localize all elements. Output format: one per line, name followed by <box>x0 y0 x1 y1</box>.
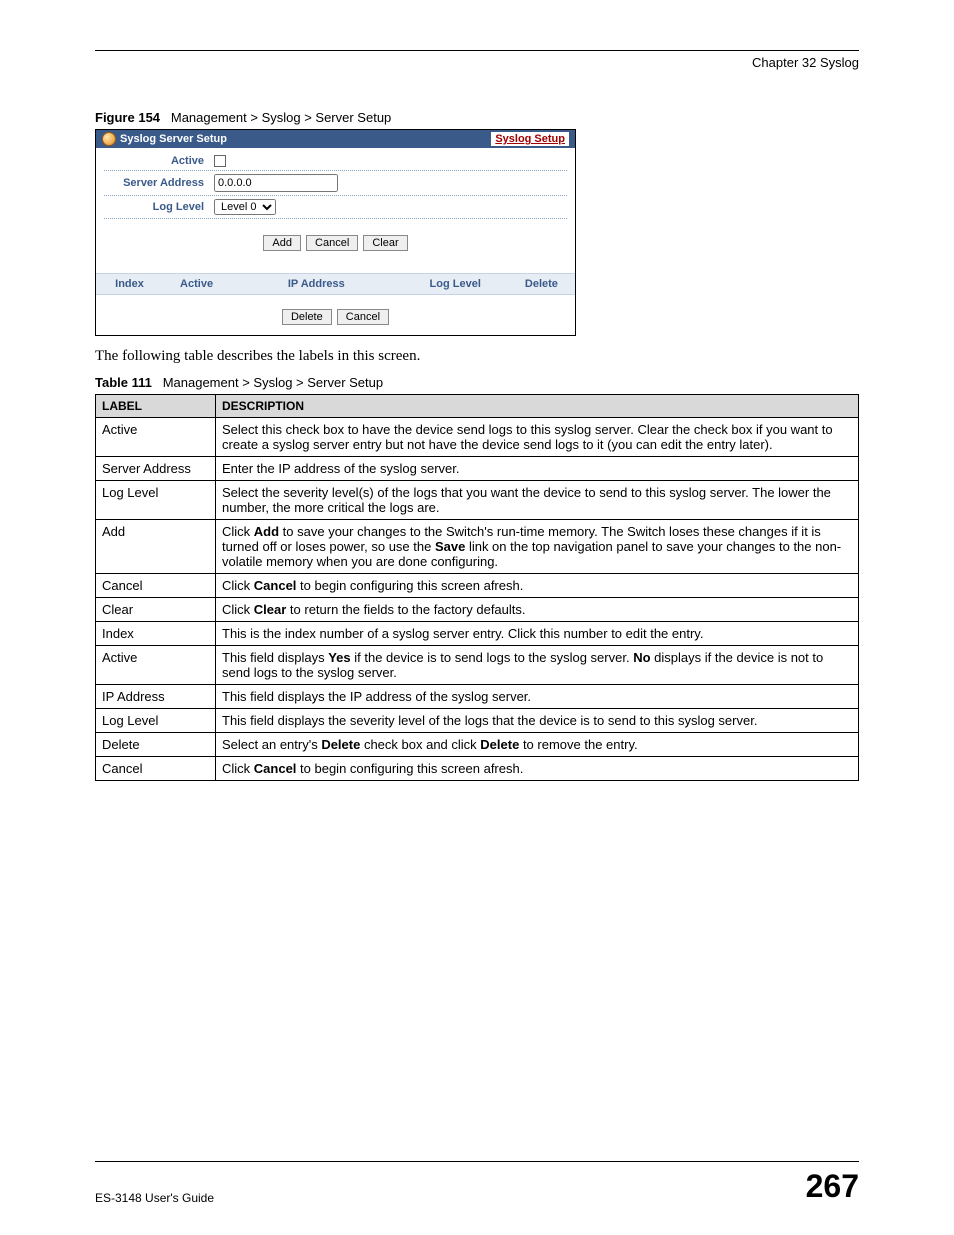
figure-caption: Figure 154 Management > Syslog > Server … <box>95 110 859 125</box>
table-row: ActiveSelect this check box to have the … <box>96 418 859 457</box>
active-label: Active <box>104 155 214 167</box>
row-description: This is the index number of a syslog ser… <box>216 622 859 646</box>
row-description: This field displays the IP address of th… <box>216 685 859 709</box>
table-title: Management > Syslog > Server Setup <box>163 375 383 390</box>
panel-title: Syslog Server Setup <box>120 133 227 145</box>
figure-number: Figure 154 <box>95 110 160 125</box>
row-description: This field displays the severity level o… <box>216 709 859 733</box>
row-description: Click Add to save your changes to the Sw… <box>216 520 859 574</box>
row-label: Log Level <box>96 709 216 733</box>
col-header-active: Active <box>163 278 230 290</box>
log-level-select[interactable]: Level 0 <box>214 199 276 215</box>
table-row: Log LevelThis field displays the severit… <box>96 709 859 733</box>
syslog-server-setup-panel: Syslog Server Setup Syslog Setup Active … <box>95 129 576 336</box>
log-level-label: Log Level <box>104 201 214 213</box>
description-table: LABEL DESCRIPTION ActiveSelect this chec… <box>95 394 859 781</box>
row-label: IP Address <box>96 685 216 709</box>
chapter-header: Chapter 32 Syslog <box>95 55 859 70</box>
active-checkbox[interactable] <box>214 155 226 167</box>
row-description: Select the severity level(s) of the logs… <box>216 481 859 520</box>
table-row: Server AddressEnter the IP address of th… <box>96 457 859 481</box>
delete-button[interactable]: Delete <box>282 309 332 325</box>
syslog-setup-link[interactable]: Syslog Setup <box>491 132 569 146</box>
server-address-label: Server Address <box>104 177 214 189</box>
row-description: This field displays Yes if the device is… <box>216 646 859 685</box>
table-row: IndexThis is the index number of a syslo… <box>96 622 859 646</box>
figure-title: Management > Syslog > Server Setup <box>171 110 391 125</box>
table-row: ActiveThis field displays Yes if the dev… <box>96 646 859 685</box>
th-description: DESCRIPTION <box>216 395 859 418</box>
table-row: AddClick Add to save your changes to the… <box>96 520 859 574</box>
table-caption: Table 111 Management > Syslog > Server S… <box>95 375 859 390</box>
row-description: Click Cancel to begin configuring this s… <box>216 574 859 598</box>
table-row: CancelClick Cancel to begin configuring … <box>96 574 859 598</box>
row-label: Server Address <box>96 457 216 481</box>
list-header-row: Index Active IP Address Log Level Delete <box>96 273 575 295</box>
row-label: Cancel <box>96 757 216 781</box>
row-label: Index <box>96 622 216 646</box>
col-header-delete: Delete <box>508 278 575 290</box>
server-address-input[interactable] <box>214 174 338 192</box>
table-number: Table 111 <box>95 375 152 390</box>
cancel-button-bottom[interactable]: Cancel <box>337 309 389 325</box>
row-label: Log Level <box>96 481 216 520</box>
col-header-ip: IP Address <box>230 278 402 290</box>
table-row: CancelClick Cancel to begin configuring … <box>96 757 859 781</box>
row-label: Active <box>96 646 216 685</box>
col-header-log-level: Log Level <box>403 278 508 290</box>
add-button[interactable]: Add <box>263 235 301 251</box>
clear-button[interactable]: Clear <box>363 235 407 251</box>
col-header-index: Index <box>96 278 163 290</box>
table-row: IP AddressThis field displays the IP add… <box>96 685 859 709</box>
th-label: LABEL <box>96 395 216 418</box>
table-row: DeleteSelect an entry's Delete check box… <box>96 733 859 757</box>
row-label: Delete <box>96 733 216 757</box>
row-label: Add <box>96 520 216 574</box>
intro-text: The following table describes the labels… <box>95 348 859 365</box>
table-row: ClearClick Clear to return the fields to… <box>96 598 859 622</box>
table-row: Log LevelSelect the severity level(s) of… <box>96 481 859 520</box>
row-description: Click Clear to return the fields to the … <box>216 598 859 622</box>
footer-guide: ES-3148 User's Guide <box>95 1191 214 1205</box>
page-number: 267 <box>806 1168 859 1205</box>
row-label: Cancel <box>96 574 216 598</box>
cancel-button-top[interactable]: Cancel <box>306 235 358 251</box>
row-description: Enter the IP address of the syslog serve… <box>216 457 859 481</box>
row-description: Select this check box to have the device… <box>216 418 859 457</box>
row-label: Clear <box>96 598 216 622</box>
row-description: Click Cancel to begin configuring this s… <box>216 757 859 781</box>
panel-titlebar: Syslog Server Setup Syslog Setup <box>96 130 575 148</box>
panel-icon <box>102 132 116 146</box>
row-description: Select an entry's Delete check box and c… <box>216 733 859 757</box>
row-label: Active <box>96 418 216 457</box>
